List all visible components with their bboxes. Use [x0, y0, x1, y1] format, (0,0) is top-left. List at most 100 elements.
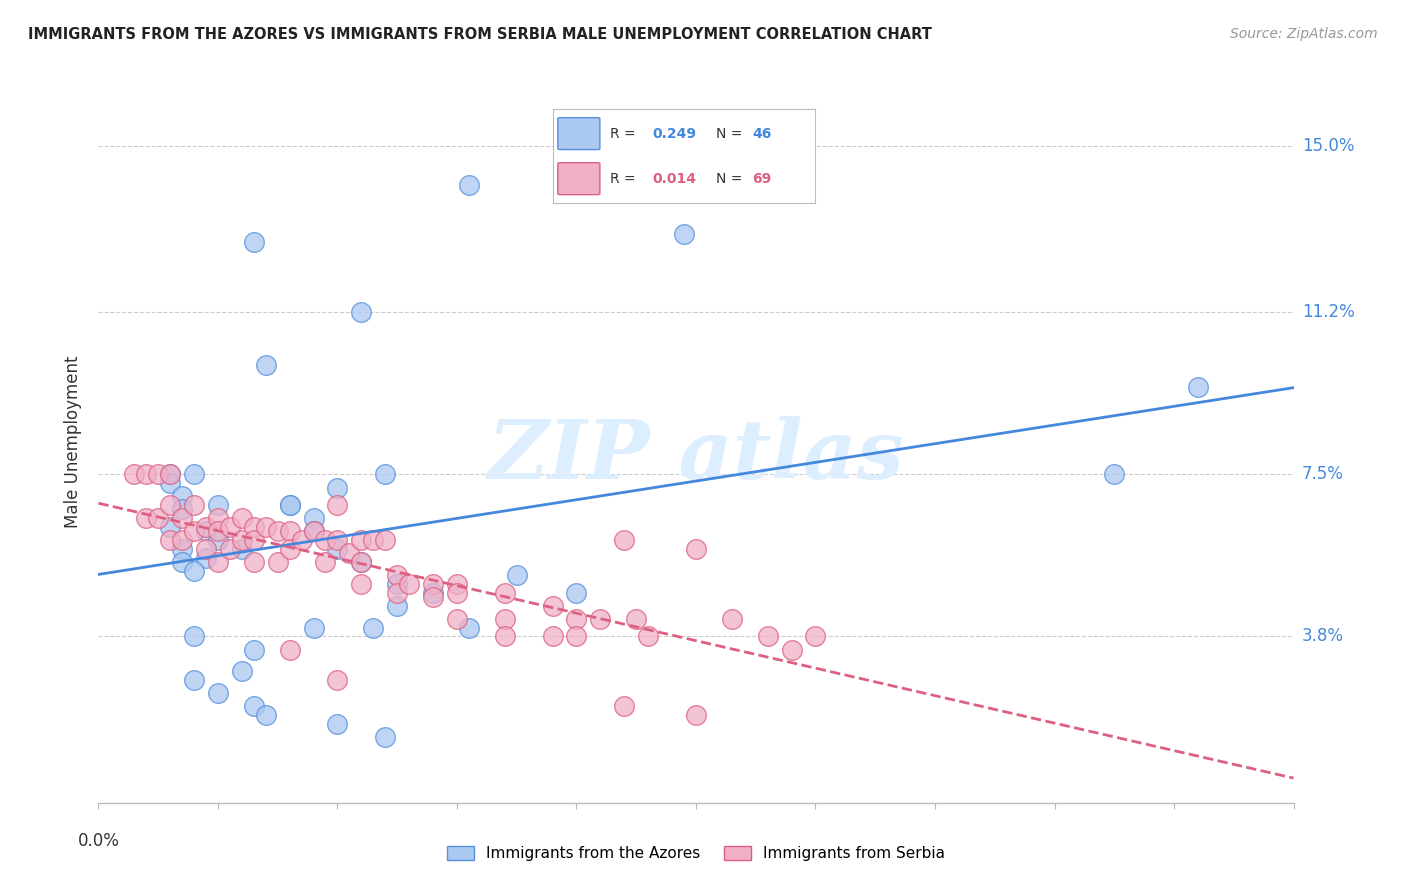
Point	[278, 642, 301, 657]
Point	[195, 550, 218, 565]
Point	[183, 673, 205, 688]
Point	[278, 541, 301, 556]
Text: 11.2%: 11.2%	[1302, 303, 1354, 321]
Point	[183, 564, 205, 578]
Point	[494, 612, 516, 626]
Text: 0.0%: 0.0%	[77, 831, 120, 850]
Point	[172, 555, 194, 569]
Point	[446, 612, 468, 626]
Point	[315, 555, 337, 569]
Point	[135, 467, 157, 482]
Point	[721, 612, 744, 626]
Text: ZIP atlas: ZIP atlas	[488, 416, 904, 496]
Point	[183, 524, 205, 539]
Point	[159, 467, 181, 482]
Point	[267, 555, 290, 569]
Point	[254, 708, 277, 723]
Point	[231, 511, 253, 525]
Text: IMMIGRANTS FROM THE AZORES VS IMMIGRANTS FROM SERBIA MALE UNEMPLOYMENT CORRELATI: IMMIGRANTS FROM THE AZORES VS IMMIGRANTS…	[28, 27, 932, 42]
Point	[254, 520, 277, 534]
Point	[207, 524, 229, 539]
Point	[422, 590, 444, 604]
Point	[159, 498, 181, 512]
Point	[398, 577, 420, 591]
Point	[219, 541, 242, 556]
Point	[243, 642, 266, 657]
Point	[637, 629, 659, 643]
Point	[302, 511, 325, 525]
Point	[350, 555, 373, 569]
Point	[385, 599, 409, 613]
Text: 7.5%: 7.5%	[1302, 466, 1344, 483]
Point	[302, 524, 325, 539]
Point	[219, 520, 242, 534]
Point	[172, 489, 194, 503]
Point	[278, 498, 301, 512]
Point	[613, 699, 636, 714]
Point	[326, 541, 349, 556]
Point	[291, 533, 314, 547]
Point	[172, 502, 194, 516]
Point	[159, 520, 181, 534]
Point	[159, 467, 181, 482]
Point	[350, 533, 373, 547]
Point	[243, 533, 266, 547]
Point	[422, 585, 444, 599]
Point	[243, 235, 266, 250]
Point	[326, 673, 349, 688]
Point	[541, 629, 564, 643]
Point	[494, 585, 516, 599]
Point	[278, 498, 301, 512]
Point	[148, 511, 170, 525]
Point	[385, 577, 409, 591]
Point	[326, 717, 349, 731]
Point	[350, 555, 373, 569]
Point	[159, 533, 181, 547]
Point	[254, 358, 277, 372]
Point	[195, 524, 218, 539]
Point	[626, 612, 648, 626]
Point	[172, 541, 194, 556]
Point	[231, 665, 253, 679]
Point	[374, 533, 396, 547]
Point	[565, 629, 588, 643]
Point	[231, 541, 253, 556]
Point	[565, 585, 588, 599]
Point	[506, 568, 529, 582]
Point	[326, 481, 349, 495]
Point	[339, 546, 361, 560]
Point	[446, 585, 468, 599]
Point	[231, 533, 253, 547]
Point	[183, 467, 205, 482]
Point	[195, 541, 218, 556]
Point	[207, 498, 229, 512]
Point	[422, 577, 444, 591]
Point	[1104, 467, 1126, 482]
Point	[326, 533, 349, 547]
Point	[243, 555, 266, 569]
Point	[350, 577, 373, 591]
Point	[363, 533, 385, 547]
Point	[195, 520, 218, 534]
Point	[278, 524, 301, 539]
Point	[780, 642, 803, 657]
Point	[1187, 380, 1209, 394]
Point	[589, 612, 612, 626]
Point	[374, 730, 396, 744]
Text: 3.8%: 3.8%	[1302, 627, 1344, 646]
Text: Source: ZipAtlas.com: Source: ZipAtlas.com	[1230, 27, 1378, 41]
Point	[135, 511, 157, 525]
Y-axis label: Male Unemployment: Male Unemployment	[65, 355, 83, 528]
Point	[374, 467, 396, 482]
Point	[350, 305, 373, 319]
Point	[326, 498, 349, 512]
Point	[207, 555, 229, 569]
Legend: Immigrants from the Azores, Immigrants from Serbia: Immigrants from the Azores, Immigrants f…	[440, 839, 952, 867]
Point	[302, 524, 325, 539]
Point	[124, 467, 146, 482]
Point	[183, 629, 205, 643]
Point	[458, 621, 481, 635]
Point	[363, 621, 385, 635]
Point	[243, 520, 266, 534]
Point	[172, 511, 194, 525]
